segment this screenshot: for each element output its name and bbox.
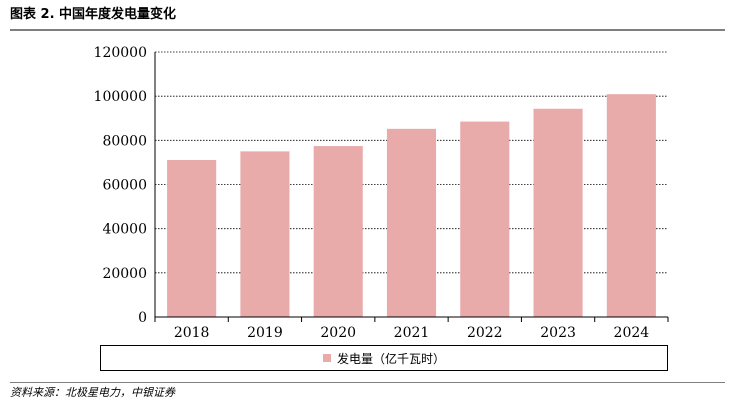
source-note: 资料来源：北极星电力，中银证券 <box>10 386 175 399</box>
x-tick-label: 2022 <box>467 325 503 341</box>
bar-2022 <box>460 121 510 317</box>
x-tick-label: 2019 <box>247 325 283 341</box>
x-tick-label: 2020 <box>320 325 356 341</box>
legend-swatch <box>322 354 331 362</box>
bar-2019 <box>240 151 290 317</box>
y-tick-label: 80000 <box>102 133 147 149</box>
bar-2023 <box>533 108 583 317</box>
x-tick-label: 2023 <box>540 325 576 341</box>
bar-chart: 0 20000 40000 60000 80000 100000 120000 2018 201… <box>94 45 669 341</box>
y-tick-label: 100000 <box>94 89 147 105</box>
y-tick-label: 120000 <box>94 45 147 61</box>
figure-title: 图表 2. 中国年度发电量变化 <box>10 7 177 22</box>
x-tick-label: 2018 <box>174 325 210 341</box>
source-rule <box>10 382 725 383</box>
bar-2024 <box>606 94 656 317</box>
bar-2021 <box>386 128 437 317</box>
y-tick-label: 40000 <box>102 222 147 238</box>
y-tick-label: 0 <box>138 310 147 326</box>
legend: 发电量（亿千瓦时） <box>100 345 668 371</box>
legend-label: 发电量（亿千瓦时） <box>336 351 445 366</box>
x-tick-label: 2021 <box>394 325 430 341</box>
title-rule <box>10 29 725 31</box>
y-tick-label: 20000 <box>102 266 147 282</box>
y-tick-label: 60000 <box>102 178 147 194</box>
bar-2018 <box>167 159 217 317</box>
bar-2020 <box>313 146 363 317</box>
x-tick-label: 2024 <box>614 325 650 341</box>
